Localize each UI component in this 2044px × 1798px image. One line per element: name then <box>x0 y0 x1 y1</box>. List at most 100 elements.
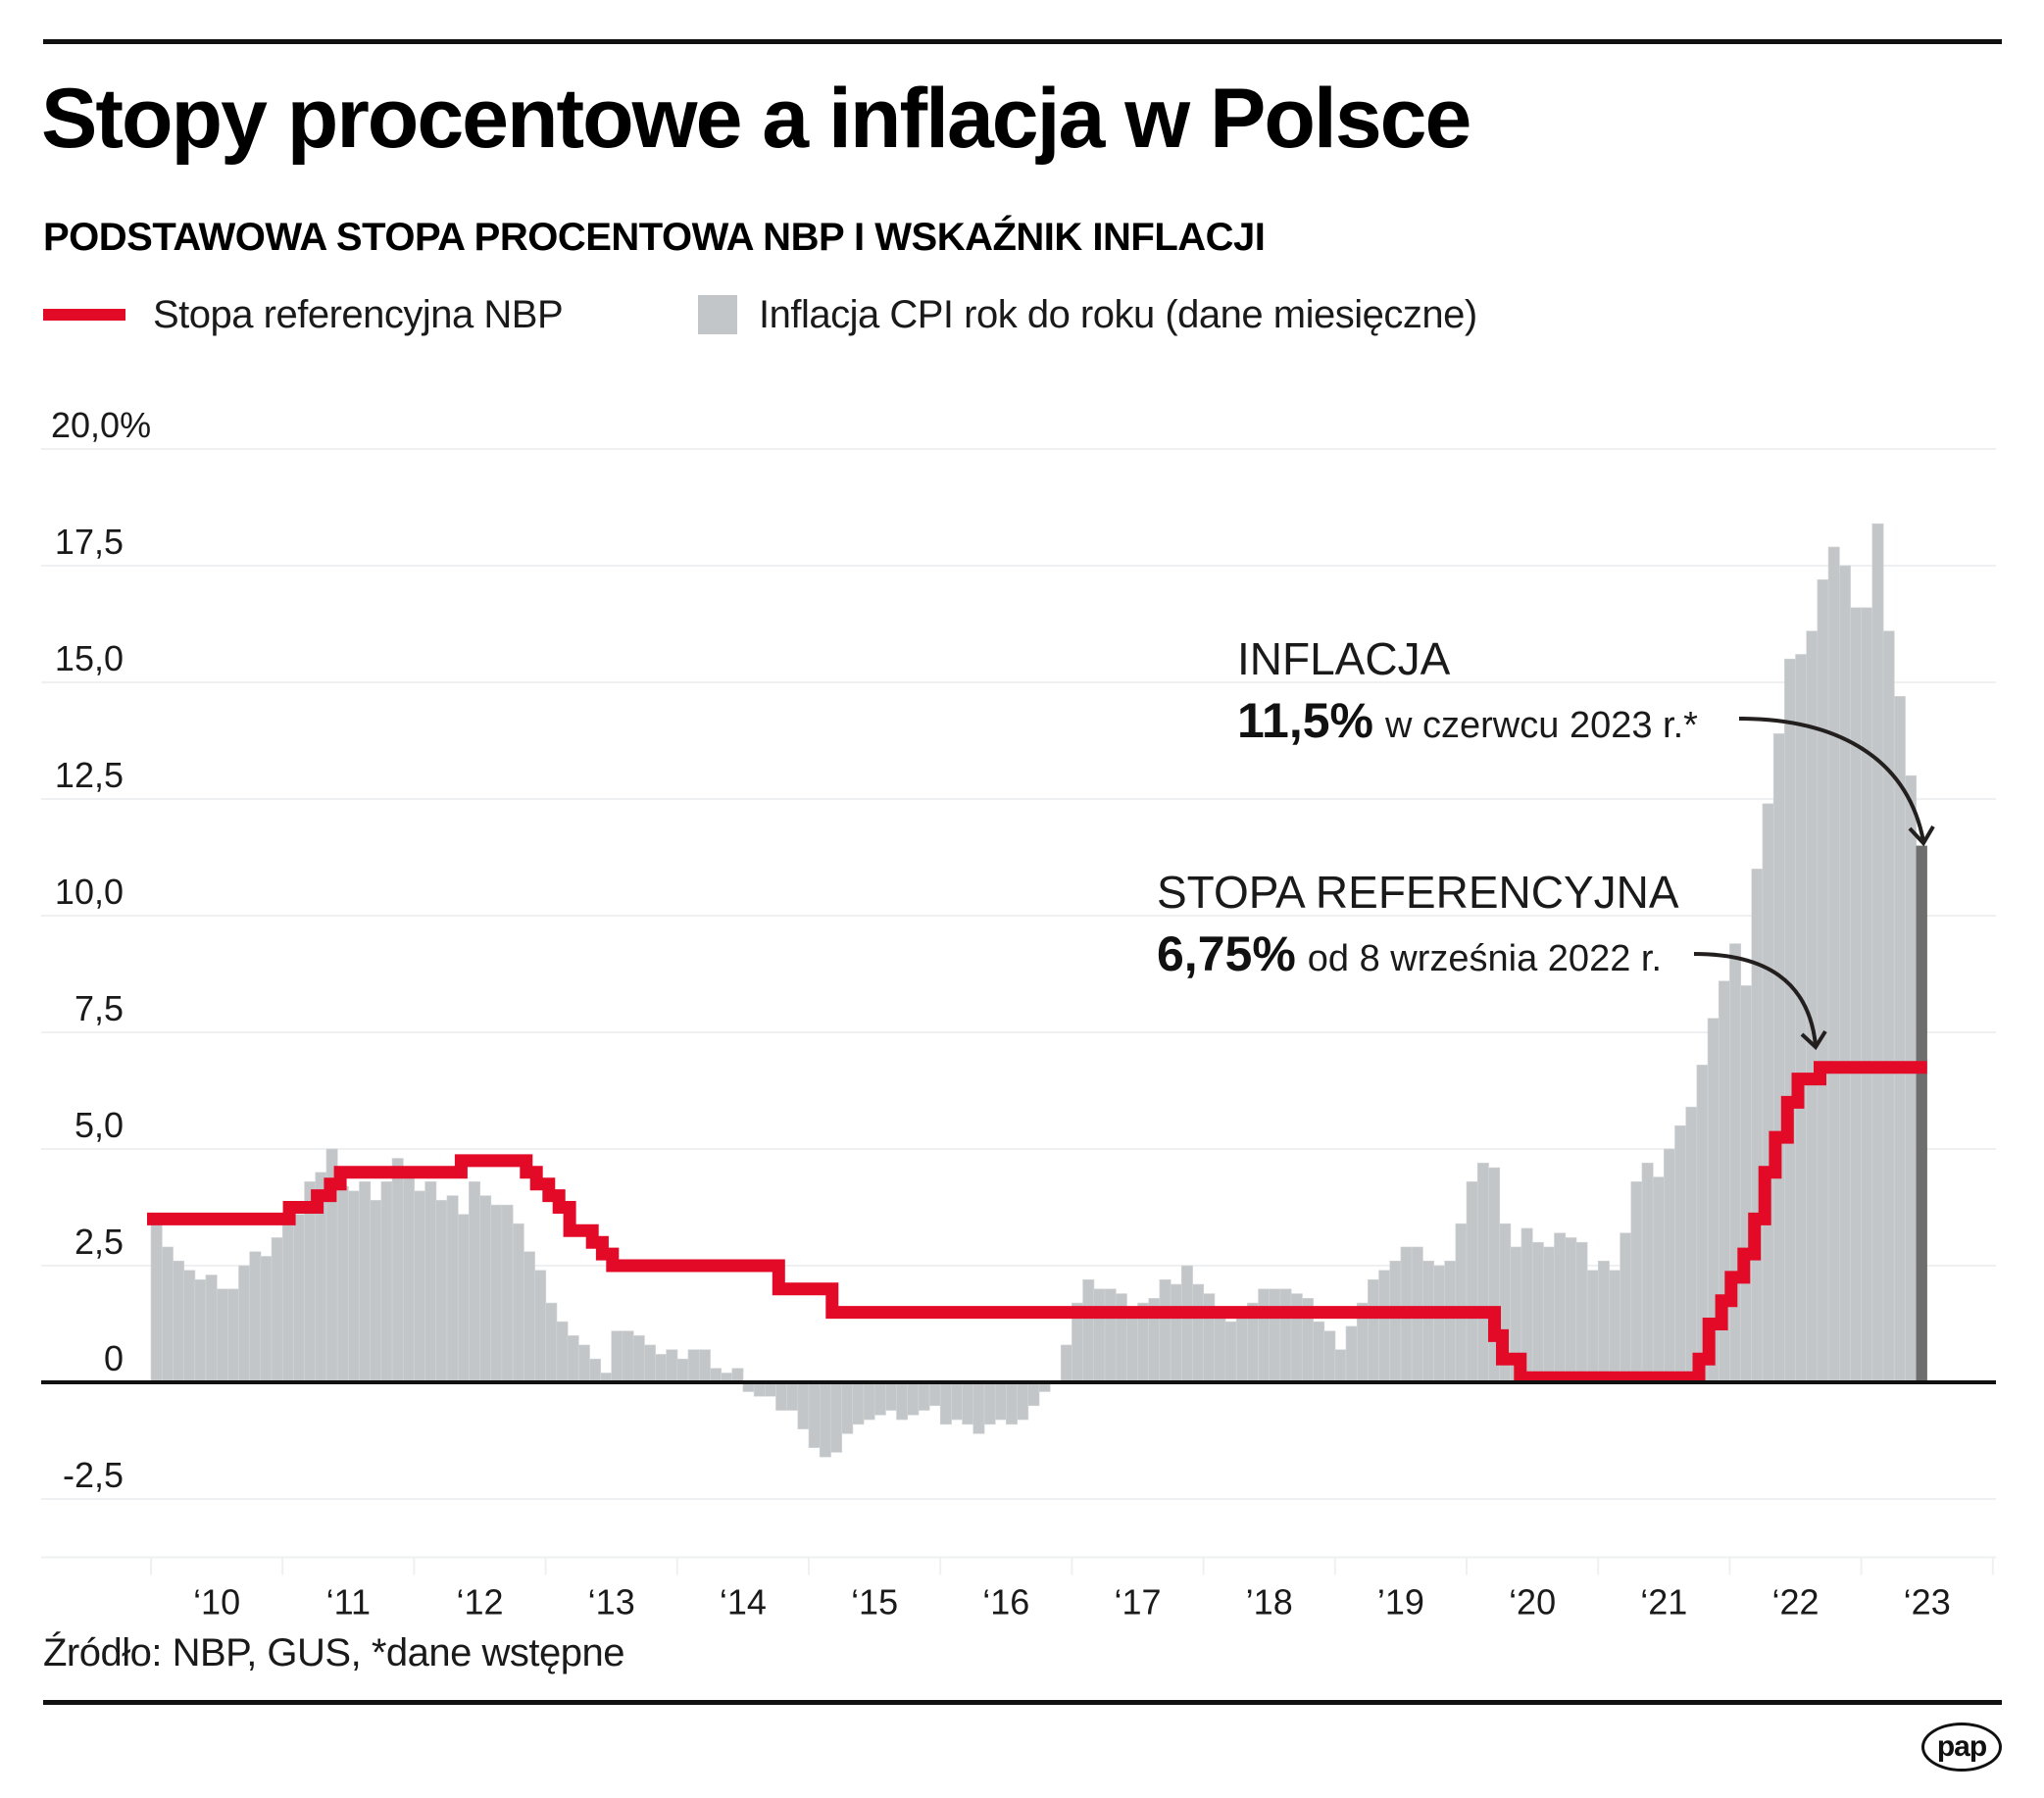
cpi-bar <box>884 1381 897 1411</box>
x-axis: ‘10 ‘11 ‘12 ‘13 ‘14 ‘15 ‘16 ‘17 ’18 ’19 ‘20 ‘21 ‘22 ‘… <box>41 1556 1996 1623</box>
cpi-bar <box>249 1251 262 1383</box>
cpi-bar <box>161 1246 174 1383</box>
cpi-bar <box>1345 1325 1358 1383</box>
cpi-bar <box>972 1381 985 1434</box>
cpi-bar <box>238 1265 251 1383</box>
cpi-bar <box>469 1181 481 1383</box>
cpi-bar <box>534 1270 547 1383</box>
cpi-bar <box>226 1288 239 1383</box>
cpi-bar <box>764 1381 776 1397</box>
cpi-bar <box>1279 1288 1292 1383</box>
cpi-bar <box>1542 1246 1555 1383</box>
annotation-rate-value: 6,75% <box>1157 926 1296 981</box>
cpi-bar <box>523 1251 535 1383</box>
cpi-bar <box>1641 1162 1654 1383</box>
cpi-bar <box>1740 985 1753 1383</box>
cpi-bar <box>359 1181 372 1383</box>
cpi-bar <box>1652 1176 1665 1383</box>
legend-item-rate: Stopa referencyjna NBP <box>43 290 564 339</box>
cpi-bar <box>589 1358 602 1383</box>
x-tick-label: ’18 <box>1246 1582 1293 1623</box>
cpi-bar <box>939 1381 952 1425</box>
cpi-bar <box>786 1381 799 1411</box>
x-tick-label: ‘22 <box>1771 1582 1819 1623</box>
x-tick-label: ‘10 <box>193 1582 240 1623</box>
cpi-bar <box>808 1381 821 1448</box>
cpi-bar <box>1827 546 1840 1383</box>
cpi-bar <box>1609 1270 1621 1383</box>
annotation-rate-text: od 8 września 2022 r. <box>1308 938 1662 979</box>
legend-label-rate: Stopa referencyjna NBP <box>153 292 564 336</box>
cpi-bar <box>1554 1232 1567 1383</box>
cpi-bar-latest <box>1916 845 1927 1382</box>
cpi-bar <box>687 1349 700 1383</box>
cpi-bar <box>863 1381 875 1421</box>
legend-gray-square-icon <box>698 295 737 334</box>
cpi-bar <box>962 1381 974 1425</box>
y-tick-label: 2,5 <box>75 1222 124 1262</box>
x-tick-label: ‘23 <box>1904 1582 1951 1623</box>
x-tick-label: ‘14 <box>720 1582 767 1623</box>
cpi-bar <box>1455 1223 1468 1383</box>
cpi-bar <box>1795 654 1808 1383</box>
rate-step-line <box>147 1061 1927 1384</box>
cpi-bar <box>928 1381 941 1407</box>
cpi-bar <box>632 1335 645 1383</box>
cpi-bar <box>643 1344 656 1383</box>
cpi-bar <box>1893 695 1906 1383</box>
top-rule <box>43 39 2002 44</box>
annotation-inflation-heading: INFLACJA <box>1237 633 1451 684</box>
cpi-bar <box>1313 1321 1325 1383</box>
cpi-bar <box>1159 1278 1172 1383</box>
annotation-rate-arrow <box>1693 952 1818 1046</box>
cpi-bar <box>1017 1381 1029 1421</box>
cpi-bar <box>1093 1288 1106 1383</box>
cpi-bar <box>1258 1288 1271 1383</box>
source-note: Źródło: NBP, GUS, *dane wstępne <box>43 1631 624 1674</box>
x-tick-label: ‘16 <box>982 1582 1029 1623</box>
cpi-bar <box>1597 1260 1610 1383</box>
cpi-bar <box>1586 1270 1599 1383</box>
cpi-bar <box>676 1358 689 1383</box>
annotation-rate-line: 6,75% od 8 września 2022 r. <box>1157 926 1662 981</box>
cpi-bar <box>414 1190 426 1383</box>
cpi-bar <box>852 1381 865 1425</box>
cpi-bar <box>622 1330 634 1383</box>
cpi-bar <box>666 1349 678 1383</box>
y-tick-label: 5,0 <box>75 1105 124 1145</box>
x-tick-label: ‘13 <box>588 1582 635 1623</box>
cpi-bar <box>1006 1381 1018 1425</box>
cpi-bar <box>1882 630 1895 1383</box>
y-tick-label: 15,0 <box>55 638 124 678</box>
cpi-bar <box>1060 1344 1072 1383</box>
cpi-bar <box>983 1381 996 1425</box>
cpi-bar <box>1664 1148 1675 1383</box>
cpi-bar <box>577 1344 590 1383</box>
annotation-rate: STOPA REFERENCYJNA 6,75% od 8 września 20… <box>1157 867 1827 1051</box>
cpi-bar <box>1180 1265 1193 1383</box>
y-tick-label: 20,0% <box>51 405 151 445</box>
x-tick-label: ‘20 <box>1509 1582 1556 1623</box>
annotation-inflation-value: 11,5% <box>1237 693 1373 748</box>
cpi-bar <box>830 1381 843 1453</box>
cpi-bar <box>873 1381 886 1416</box>
cpi-bar <box>951 1381 964 1421</box>
cpi-bar <box>1126 1312 1138 1383</box>
cpi-bar <box>490 1204 503 1383</box>
chart-title: Stopy procentowe a inflacja w Polsce <box>41 72 1471 166</box>
cpi-bar <box>556 1321 569 1383</box>
cpi-bar <box>1378 1270 1391 1383</box>
annotation-inflation: INFLACJA 11,5% w czerwcu 2023 r.* <box>1237 633 1935 847</box>
y-tick-label: 7,5 <box>75 988 124 1028</box>
cpi-bar <box>479 1195 492 1383</box>
cpi-bar <box>512 1223 524 1383</box>
cpi-bar <box>1027 1381 1040 1407</box>
cpi-bar <box>819 1381 831 1458</box>
cpi-bar <box>1905 774 1918 1383</box>
cpi-bar <box>293 1214 306 1383</box>
legend-label-cpi: Inflacja CPI rok do roku (dane miesięczn… <box>759 292 1477 336</box>
cpi-bar <box>150 1219 163 1383</box>
cpi-bar <box>1170 1283 1182 1383</box>
cpi-bar <box>1575 1241 1588 1383</box>
